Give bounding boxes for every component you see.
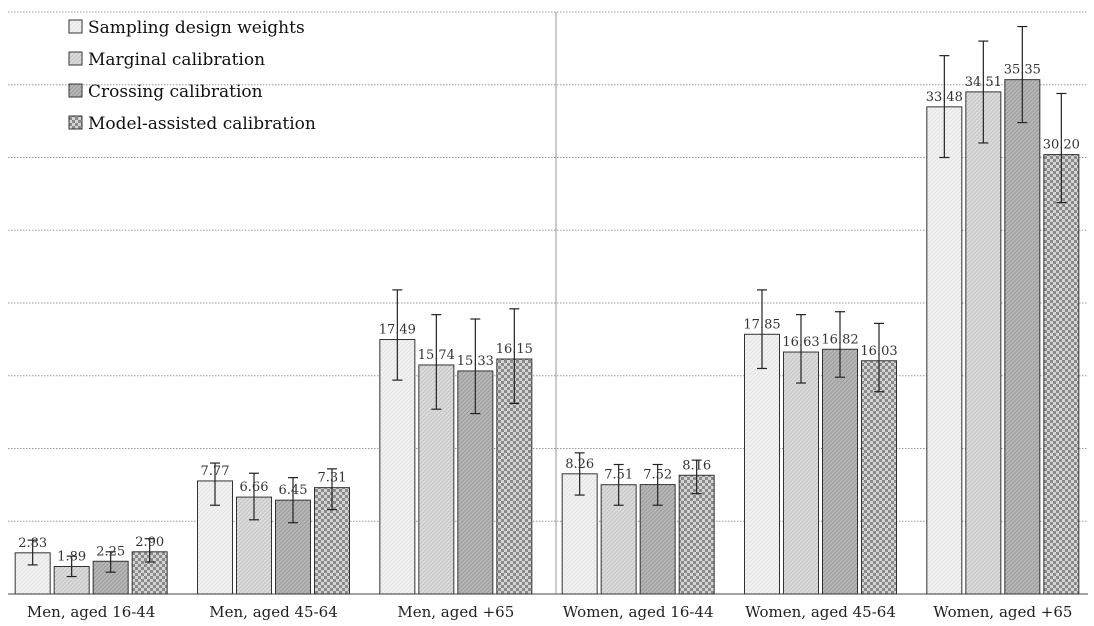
legend-swatch	[68, 83, 83, 98]
bar	[275, 499, 311, 595]
x-tick-label: Women, aged 16-44	[563, 603, 714, 621]
data-label: 7.52	[643, 468, 672, 483]
data-label: 7.51	[604, 468, 633, 483]
legend-entry: Marginal calibration	[88, 50, 265, 70]
data-label: 1.89	[57, 550, 86, 565]
bar	[53, 566, 90, 595]
bar	[1043, 154, 1080, 595]
data-label: 6.45	[279, 483, 308, 498]
data-label: 6.66	[240, 480, 269, 495]
legend-swatch	[68, 115, 83, 130]
data-label: 33.48	[926, 90, 963, 105]
data-label: 8.26	[565, 457, 594, 472]
bar	[1004, 79, 1041, 595]
x-tick-label: Women, aged +65	[933, 603, 1072, 621]
bar	[92, 560, 129, 595]
data-label: 17.85	[743, 317, 780, 332]
data-label: 34.51	[965, 75, 1002, 90]
legend-entry: Model-assisted calibration	[88, 114, 316, 134]
data-label: 8.16	[682, 458, 711, 473]
legend-swatch	[68, 51, 83, 66]
bar	[965, 91, 1002, 595]
bar	[861, 360, 897, 595]
bars: 2.831.89 2.252.907.776.66 6.457.3117.4915.…	[14, 25, 1080, 595]
gridlines	[8, 11, 1088, 595]
data-label: 7.31	[318, 471, 347, 486]
data-label: 7.77	[201, 464, 230, 479]
data-label: 16.03	[860, 344, 897, 359]
x-axis-tick-labels: Men, aged 16-44 Men, aged 45-64 Men, aged …	[27, 603, 1072, 621]
data-label: 30.20	[1043, 138, 1080, 153]
bar	[783, 351, 819, 595]
legend-swatch	[68, 19, 83, 34]
legend-entry: Crossing calibration	[88, 82, 263, 102]
bar	[822, 348, 858, 595]
x-tick-label: Men, aged 16-44	[27, 603, 155, 621]
data-label: 17.49	[379, 323, 416, 338]
bar	[926, 106, 963, 595]
data-label: 35.35	[1004, 63, 1041, 78]
bar	[678, 474, 715, 595]
x-tick-label: Men, aged +65	[397, 603, 514, 621]
legend-entry: Sampling design weights	[88, 18, 305, 38]
data-label: 15.33	[457, 354, 494, 369]
x-tick-label: Women, aged 45-64	[745, 603, 896, 621]
legend: Sampling design weights Marginal calibrat…	[68, 18, 316, 134]
data-label: 16.15	[496, 342, 533, 357]
data-label: 2.25	[96, 544, 125, 559]
data-label: 16.82	[821, 332, 858, 347]
bar	[744, 333, 780, 595]
data-label: 2.83	[18, 536, 47, 551]
data-label: 16.63	[782, 335, 819, 350]
data-label: 15.74	[418, 348, 455, 363]
data-label: 2.90	[135, 535, 164, 550]
x-tick-label: Men, aged 45-64	[209, 603, 337, 621]
